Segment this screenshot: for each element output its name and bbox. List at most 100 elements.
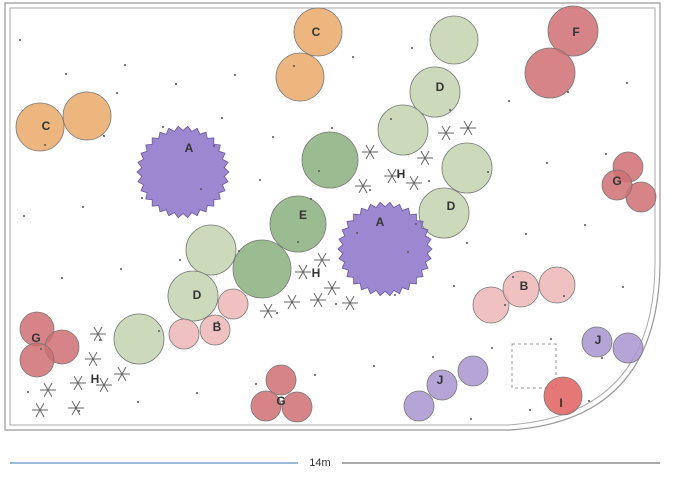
dot-plant: [217, 321, 219, 323]
dot-plant: [487, 171, 489, 173]
plant: [19, 342, 55, 378]
dot-plant: [601, 357, 603, 359]
plant: [293, 7, 343, 57]
dot-plant: [297, 241, 299, 243]
dot-plant: [369, 189, 371, 191]
plant-label: A: [185, 141, 194, 155]
border-inner: [9, 7, 656, 426]
dot-plant: [550, 338, 552, 340]
plant-label: C: [42, 119, 51, 133]
plant-label: H: [91, 372, 100, 386]
groundcover: [420, 150, 430, 166]
dot-plant: [293, 65, 295, 67]
groundcover: [73, 375, 83, 391]
dot-plant: [272, 136, 274, 138]
dot-plant: [78, 410, 80, 412]
dot-plant: [407, 251, 409, 253]
tree: [337, 201, 433, 297]
plant: [281, 391, 313, 423]
plant: [581, 326, 613, 358]
groundcover: [387, 168, 397, 184]
plant-label: D: [447, 199, 456, 213]
groundcover: [313, 292, 323, 308]
dot-plant: [491, 347, 493, 349]
dot-plant: [82, 206, 84, 208]
plant: [524, 47, 576, 99]
plant: [265, 364, 297, 396]
plant: [250, 390, 282, 422]
dot-plant: [40, 348, 42, 350]
dot-plant: [234, 74, 236, 76]
plant-label: A: [376, 215, 385, 229]
plant: [232, 239, 292, 299]
plant: [199, 314, 231, 346]
dot-plant: [453, 285, 455, 287]
plant: [543, 376, 583, 416]
groundcover: [117, 366, 127, 382]
dot-plant: [116, 92, 118, 94]
dot-plant: [529, 409, 531, 411]
groundcover: [93, 326, 103, 342]
plant: [217, 288, 249, 320]
groundcover: [358, 178, 368, 194]
plant-label: E: [299, 208, 307, 222]
labels: C C F A A D D D E H H H G G G B B J J I: [31, 25, 621, 410]
dot-plant: [525, 233, 527, 235]
plant-label: I: [559, 396, 562, 410]
plant-label: D: [436, 80, 445, 94]
dot-plant: [470, 418, 472, 420]
dot-plant: [27, 391, 29, 393]
plant-label: J: [595, 333, 602, 347]
dot-plant: [390, 118, 392, 120]
plant: [275, 52, 325, 102]
plant-label: G: [276, 394, 285, 408]
dot-plant: [124, 64, 126, 66]
dot-plant: [158, 330, 160, 332]
dot-plant: [466, 242, 468, 244]
dot-plant: [432, 356, 434, 358]
dot-plant: [331, 127, 333, 129]
plant-label: H: [312, 266, 321, 280]
groundcover: [345, 295, 355, 311]
plant: [409, 66, 461, 118]
dot-plant: [276, 312, 278, 314]
groundcover: [298, 264, 308, 280]
dot-plant: [428, 180, 430, 182]
plant: [418, 187, 470, 239]
dot-plant: [626, 82, 628, 84]
dot-plant: [314, 374, 316, 376]
plant: [601, 169, 633, 201]
scale-label: 14m: [309, 457, 330, 469]
dot-plant: [449, 109, 451, 111]
plant: [457, 355, 489, 387]
plant: [426, 369, 458, 401]
dot-plant: [352, 56, 354, 58]
dot-plant: [179, 259, 181, 261]
dot-plant: [512, 276, 514, 278]
dot-plant: [546, 162, 548, 164]
plant-label: B: [520, 279, 529, 293]
dot-plant: [65, 73, 67, 75]
groundcover: [43, 382, 53, 398]
dot-plant: [259, 179, 261, 181]
dot-plant: [200, 188, 202, 190]
plant: [429, 15, 479, 65]
dot-plant: [99, 339, 101, 341]
plant: [403, 390, 435, 422]
groundcover: [99, 377, 109, 393]
plant: [377, 104, 429, 156]
dot-plant: [23, 215, 25, 217]
plant-label: F: [572, 25, 579, 39]
dot-plant: [335, 303, 337, 305]
dot-plant: [584, 224, 586, 226]
dot-plant: [622, 286, 624, 288]
plant-label: G: [612, 174, 621, 188]
dot-plant: [213, 145, 215, 147]
dot-plant: [504, 304, 506, 306]
dot-plant: [415, 223, 417, 225]
dashed-area: [511, 343, 557, 389]
dot-plant: [588, 400, 590, 402]
dot-plant: [508, 100, 510, 102]
plants: [15, 5, 657, 423]
